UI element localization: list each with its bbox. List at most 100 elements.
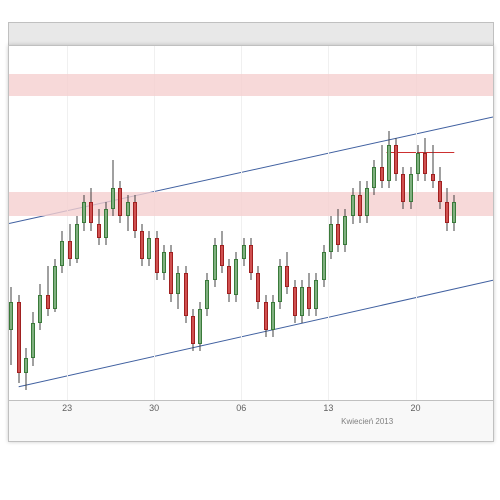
candle bbox=[213, 46, 217, 401]
candle-body-bear bbox=[184, 273, 188, 316]
window-titlebar bbox=[8, 22, 494, 45]
candle-body-bear bbox=[133, 202, 137, 230]
candle bbox=[300, 46, 304, 401]
candle-body-bull bbox=[111, 188, 115, 209]
candle-body-bull bbox=[242, 245, 246, 259]
candle-body-bear bbox=[336, 224, 340, 245]
candle bbox=[271, 46, 275, 401]
candle bbox=[380, 46, 384, 401]
candle bbox=[147, 46, 151, 401]
candle-body-bull bbox=[452, 202, 456, 223]
candle bbox=[169, 46, 173, 401]
candle bbox=[60, 46, 64, 401]
candle-body-bull bbox=[416, 153, 420, 174]
candle bbox=[75, 46, 79, 401]
candle-body-bear bbox=[431, 174, 435, 181]
x-tick-label: 20 bbox=[411, 403, 421, 413]
candle-body-bull bbox=[75, 224, 79, 260]
candle-body-bull bbox=[9, 302, 13, 330]
candle bbox=[205, 46, 209, 401]
x-tick-label: 30 bbox=[149, 403, 159, 413]
candle bbox=[82, 46, 86, 401]
candle bbox=[351, 46, 355, 401]
candle-body-bear bbox=[191, 316, 195, 344]
candle bbox=[329, 46, 333, 401]
candle-body-bear bbox=[249, 245, 253, 273]
candle bbox=[126, 46, 130, 401]
candle-body-bull bbox=[53, 266, 57, 309]
candle-body-bear bbox=[285, 266, 289, 287]
candle bbox=[409, 46, 413, 401]
candle-body-bull bbox=[343, 216, 347, 244]
candle bbox=[97, 46, 101, 401]
candle-body-bear bbox=[220, 245, 224, 266]
candle bbox=[227, 46, 231, 401]
candle bbox=[89, 46, 93, 401]
candle bbox=[9, 46, 13, 401]
candle-body-bull bbox=[271, 302, 275, 330]
candle bbox=[394, 46, 398, 401]
candle-body-bear bbox=[68, 241, 72, 259]
candle-body-bear bbox=[118, 188, 122, 216]
candle bbox=[38, 46, 42, 401]
candle bbox=[140, 46, 144, 401]
candle-body-bull bbox=[387, 145, 391, 181]
candle-body-bear bbox=[140, 231, 144, 259]
candle-body-bull bbox=[176, 273, 180, 294]
candle bbox=[242, 46, 246, 401]
candle-body-bull bbox=[162, 252, 166, 273]
candle-body-bear bbox=[358, 195, 362, 216]
candle-body-bull bbox=[38, 295, 42, 323]
candle-body-bear bbox=[438, 181, 442, 202]
candle bbox=[314, 46, 318, 401]
candle-body-bull bbox=[31, 323, 35, 359]
x-tick-label: 23 bbox=[62, 403, 72, 413]
candle bbox=[445, 46, 449, 401]
candlestick-chart[interactable] bbox=[9, 46, 493, 401]
candle bbox=[220, 46, 224, 401]
candle-body-bear bbox=[46, 295, 50, 309]
candle-body-bull bbox=[322, 252, 326, 280]
candle bbox=[322, 46, 326, 401]
candle bbox=[118, 46, 122, 401]
candle-body-bull bbox=[205, 280, 209, 308]
candle-body-bull bbox=[60, 241, 64, 266]
candle-body-bear bbox=[264, 302, 268, 330]
candle-body-bull bbox=[365, 188, 369, 216]
candle-body-bear bbox=[89, 202, 93, 223]
candle bbox=[68, 46, 72, 401]
candle-body-bull bbox=[372, 167, 376, 188]
candle bbox=[155, 46, 159, 401]
candle bbox=[423, 46, 427, 401]
candle-body-bull bbox=[329, 224, 333, 252]
candle bbox=[111, 46, 115, 401]
candle bbox=[416, 46, 420, 401]
candle bbox=[198, 46, 202, 401]
candle bbox=[336, 46, 340, 401]
candle bbox=[438, 46, 442, 401]
candle-body-bull bbox=[351, 195, 355, 216]
x-tick-label: 13 bbox=[323, 403, 333, 413]
candle bbox=[162, 46, 166, 401]
candle bbox=[264, 46, 268, 401]
candle bbox=[372, 46, 376, 401]
candle bbox=[184, 46, 188, 401]
candle-body-bull bbox=[300, 287, 304, 315]
candle bbox=[256, 46, 260, 401]
candle bbox=[104, 46, 108, 401]
candle-wick bbox=[432, 145, 433, 188]
candle-body-bull bbox=[104, 209, 108, 237]
candle bbox=[176, 46, 180, 401]
candle-body-bull bbox=[409, 174, 413, 202]
candle bbox=[234, 46, 238, 401]
candle-body-bull bbox=[82, 202, 86, 223]
candle-body-bull bbox=[234, 259, 238, 295]
candle-body-bull bbox=[213, 245, 217, 281]
x-axis: 2330061320Kwiecień 2013 bbox=[9, 400, 493, 441]
candle-body-bear bbox=[293, 287, 297, 315]
candle-body-bull bbox=[147, 238, 151, 259]
candle-body-bull bbox=[198, 309, 202, 345]
candle-body-bear bbox=[423, 153, 427, 174]
candle bbox=[53, 46, 57, 401]
candle-body-bear bbox=[394, 145, 398, 173]
